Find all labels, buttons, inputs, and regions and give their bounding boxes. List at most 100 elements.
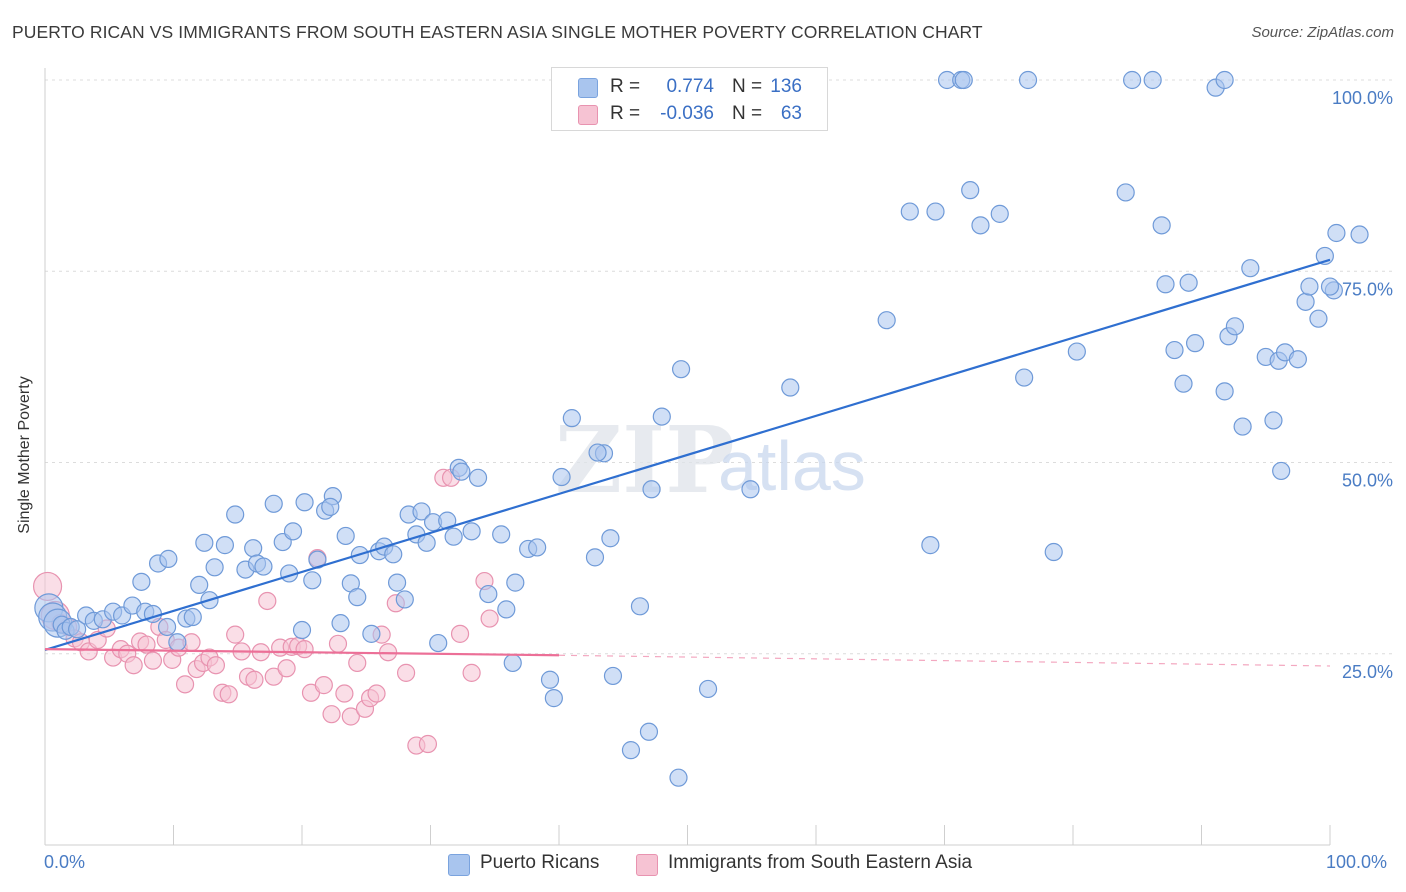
immigrants-point-50 (367, 684, 386, 703)
puerto-ricans-point-31 (254, 557, 273, 576)
puerto-ricans-point-128 (954, 70, 973, 90)
puerto-ricans-point-16 (168, 633, 187, 652)
puerto-ricans-point-110 (1233, 417, 1252, 436)
puerto-ricans-point-44 (336, 526, 355, 546)
puerto-ricans-point-117 (1288, 350, 1307, 369)
puerto-ricans-point-115 (1272, 461, 1291, 481)
puerto-ricans-point-111 (1241, 259, 1260, 278)
puerto-ricans-point-124 (1320, 277, 1340, 296)
puerto-ricans-point-65 (479, 584, 498, 604)
puerto-ricans-point-73 (544, 689, 563, 708)
puerto-ricans-point-91 (926, 202, 945, 221)
bottom-legend-swatch-pink (636, 854, 658, 876)
immigrants-point-54 (396, 663, 416, 682)
legend-n-value: 136 (770, 76, 802, 97)
bottom-legend-label: Puerto Ricans (480, 852, 600, 873)
puerto-ricans-point-132 (468, 468, 488, 487)
puerto-ricans-point-118 (1296, 292, 1315, 311)
puerto-ricans-point-80 (621, 741, 641, 760)
puerto-ricans-point-38 (303, 571, 322, 590)
x-tick-right: 100.0% (1326, 852, 1388, 872)
puerto-ricans-point-69 (503, 653, 522, 673)
puerto-ricans-point-96 (1044, 542, 1063, 562)
y-tick-label-1: 50.0% (1342, 471, 1393, 491)
legend-r-label: R = (610, 103, 641, 124)
puerto-ricans-point-100 (1152, 216, 1171, 235)
immigrants-point-14 (137, 635, 156, 654)
immigrants-point-15 (143, 651, 163, 670)
puerto-ricans-point-82 (642, 480, 661, 499)
puerto-ricans-point-107 (1215, 382, 1234, 401)
trend-lines (44, 258, 1331, 667)
axes (44, 68, 1331, 846)
watermark-zip: ZIP (555, 406, 734, 514)
puerto-ricans-point-92 (961, 181, 980, 200)
puerto-ricans-point-24 (195, 533, 214, 552)
puerto-ricans-point-97 (1067, 342, 1086, 361)
legend-r-label: R = (610, 76, 641, 97)
legend-swatch-blue (578, 78, 598, 98)
immigrants-point-28 (226, 625, 245, 644)
legend-r-value: -0.036 (660, 103, 714, 124)
immigrants-point-42 (314, 676, 333, 695)
puerto-ricans-point-133 (601, 529, 620, 548)
puerto-ricans-point-83 (652, 407, 671, 426)
legend-n-value: 63 (780, 103, 802, 124)
puerto-ricans-point-67 (497, 600, 516, 619)
puerto-ricans-point-29 (244, 539, 263, 558)
puerto-ricans-point-102 (1165, 340, 1184, 360)
y-tick-label-3: 100.0% (1332, 88, 1393, 108)
puerto-ricans-point-99 (1123, 70, 1142, 90)
puerto-ricans-point-125 (1350, 225, 1369, 244)
immigrants-point-27 (219, 685, 238, 704)
puerto-ricans-point-59 (429, 633, 448, 653)
puerto-ricans-point-103 (1174, 374, 1193, 393)
puerto-ricans-point-86 (741, 480, 760, 499)
immigrants-point-59 (450, 624, 470, 643)
puerto-ricans-point-113 (1264, 411, 1283, 430)
puerto-ricans-point-32 (264, 494, 283, 513)
y-tick-labels: 25.0% 50.0% 75.0% 100.0% (1332, 88, 1393, 682)
puerto-ricans-point-104 (1179, 273, 1198, 292)
y-tick-label-2: 75.0% (1342, 279, 1393, 299)
puerto-ricans-point-105 (1185, 334, 1205, 353)
puerto-ricans-point-109 (1225, 317, 1245, 336)
y-axis-label: Single Mother Poverty (16, 376, 33, 534)
immigrants-point-46 (341, 707, 360, 726)
puerto-ricans-point-134 (639, 722, 659, 741)
puerto-ricans-point-101 (1156, 275, 1175, 294)
puerto-ricans-point-22 (190, 575, 209, 595)
immigrants-point-36 (277, 659, 296, 678)
puerto-ricans-point-43 (331, 614, 350, 633)
immigrants-point-43 (322, 705, 341, 724)
immigrants-point-44 (328, 634, 348, 653)
puerto-ricans-point-119 (1300, 277, 1319, 296)
trend-line-immigrants (44, 648, 560, 657)
immigrants-point-62 (480, 609, 499, 628)
puerto-ricans-point-27 (226, 505, 245, 524)
immigrants-point-47 (348, 653, 367, 673)
puerto-ricans-point-89 (900, 202, 919, 221)
puerto-ricans-point-51 (384, 545, 403, 564)
puerto-ricans-point-66 (492, 525, 511, 544)
puerto-ricans-point-90 (921, 536, 940, 555)
puerto-ricans-point-15 (157, 617, 177, 637)
puerto-ricans-point-129 (1018, 70, 1038, 90)
puerto-ricans-point-88 (877, 311, 896, 330)
y-tick-label-0: 25.0% (1342, 662, 1393, 682)
puerto-ricans-point-6 (68, 620, 87, 639)
immigrants-point-20 (175, 675, 195, 694)
legend-n-label: N = (732, 76, 763, 97)
puerto-ricans-point-35 (283, 522, 303, 541)
puerto-ricans-point-53 (395, 590, 414, 609)
puerto-ricans-point-61 (444, 527, 463, 546)
puerto-ricans-point-95 (1015, 368, 1034, 387)
puerto-ricans-point-84 (671, 360, 691, 379)
puerto-ricans-point-71 (528, 538, 547, 557)
puerto-ricans-point-131 (1215, 70, 1234, 90)
puerto-ricans-point-63 (452, 462, 471, 481)
puerto-ricans-point-56 (412, 502, 431, 521)
bottom-legend-swatch-blue (448, 854, 470, 876)
immigrants-point-45 (335, 684, 354, 703)
puerto-ricans-point-42 (321, 497, 340, 516)
